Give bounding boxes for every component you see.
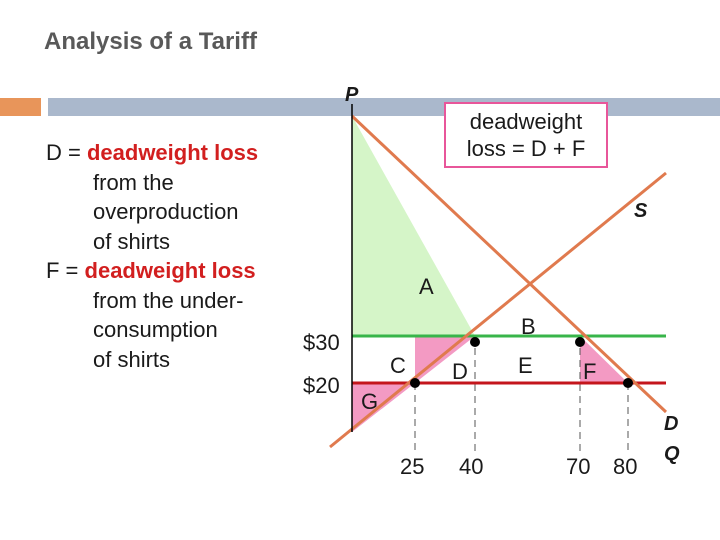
header-accent-bar — [0, 98, 41, 116]
area-label-f: F — [583, 359, 596, 384]
note-d-line3: overproduction — [93, 199, 239, 224]
quantity-axis-label: Q — [664, 443, 680, 465]
note-f-line3: consumption — [93, 317, 218, 342]
area-label-c: C — [390, 353, 406, 378]
point-demand-at-20 — [623, 378, 633, 388]
supply-label: S — [634, 200, 648, 222]
point-supply-at-30 — [470, 337, 480, 347]
note-d-line2: from the — [93, 169, 174, 195]
callout-line1: deadweight — [469, 109, 583, 134]
quantity-tick-25: 25 — [400, 454, 424, 479]
demand-label: D — [664, 413, 678, 435]
producer-surplus-triangle-g — [352, 383, 415, 432]
price-low-label: $20 — [303, 373, 340, 398]
consumer-surplus-region — [352, 116, 475, 336]
area-label-e: E — [518, 353, 533, 378]
deadweight-triangle-d — [415, 336, 475, 383]
note-d-term: deadweight loss — [86, 140, 259, 165]
area-label-b: B — [521, 314, 536, 339]
note-f-line4: of shirts — [93, 346, 171, 372]
note-f-line2: from the under- — [93, 287, 244, 313]
slide-title: Analysis of a Tariff — [44, 28, 257, 55]
deadweight-triangle-f — [580, 336, 628, 383]
demand-curve — [350, 114, 668, 414]
point-supply-at-20 — [410, 378, 420, 388]
callout-line2: loss = D + F — [466, 136, 586, 161]
area-label-g: G — [361, 389, 378, 414]
quantity-tick-80: 80 — [613, 454, 637, 479]
deadweight-notes: D = deadweight loss from the overproduct… — [46, 138, 258, 374]
price-high-label: $30 — [303, 330, 340, 355]
deadweight-callout: deadweight loss = D + F — [444, 102, 608, 168]
price-axis-label: P — [345, 84, 359, 106]
note-d-line1: D = deadweight loss — [46, 140, 259, 165]
quantity-tick-70: 70 — [566, 454, 590, 479]
note-d-line4: of shirts — [93, 228, 171, 254]
supply-curve — [329, 171, 667, 449]
note-f-line1: F = deadweight loss — [46, 258, 256, 283]
quantity-tick-40: 40 — [459, 454, 483, 479]
area-label-d: D — [452, 359, 468, 384]
area-label-a: A — [419, 274, 434, 299]
point-demand-at-30 — [575, 337, 585, 347]
note-f-term: deadweight loss — [84, 258, 256, 283]
